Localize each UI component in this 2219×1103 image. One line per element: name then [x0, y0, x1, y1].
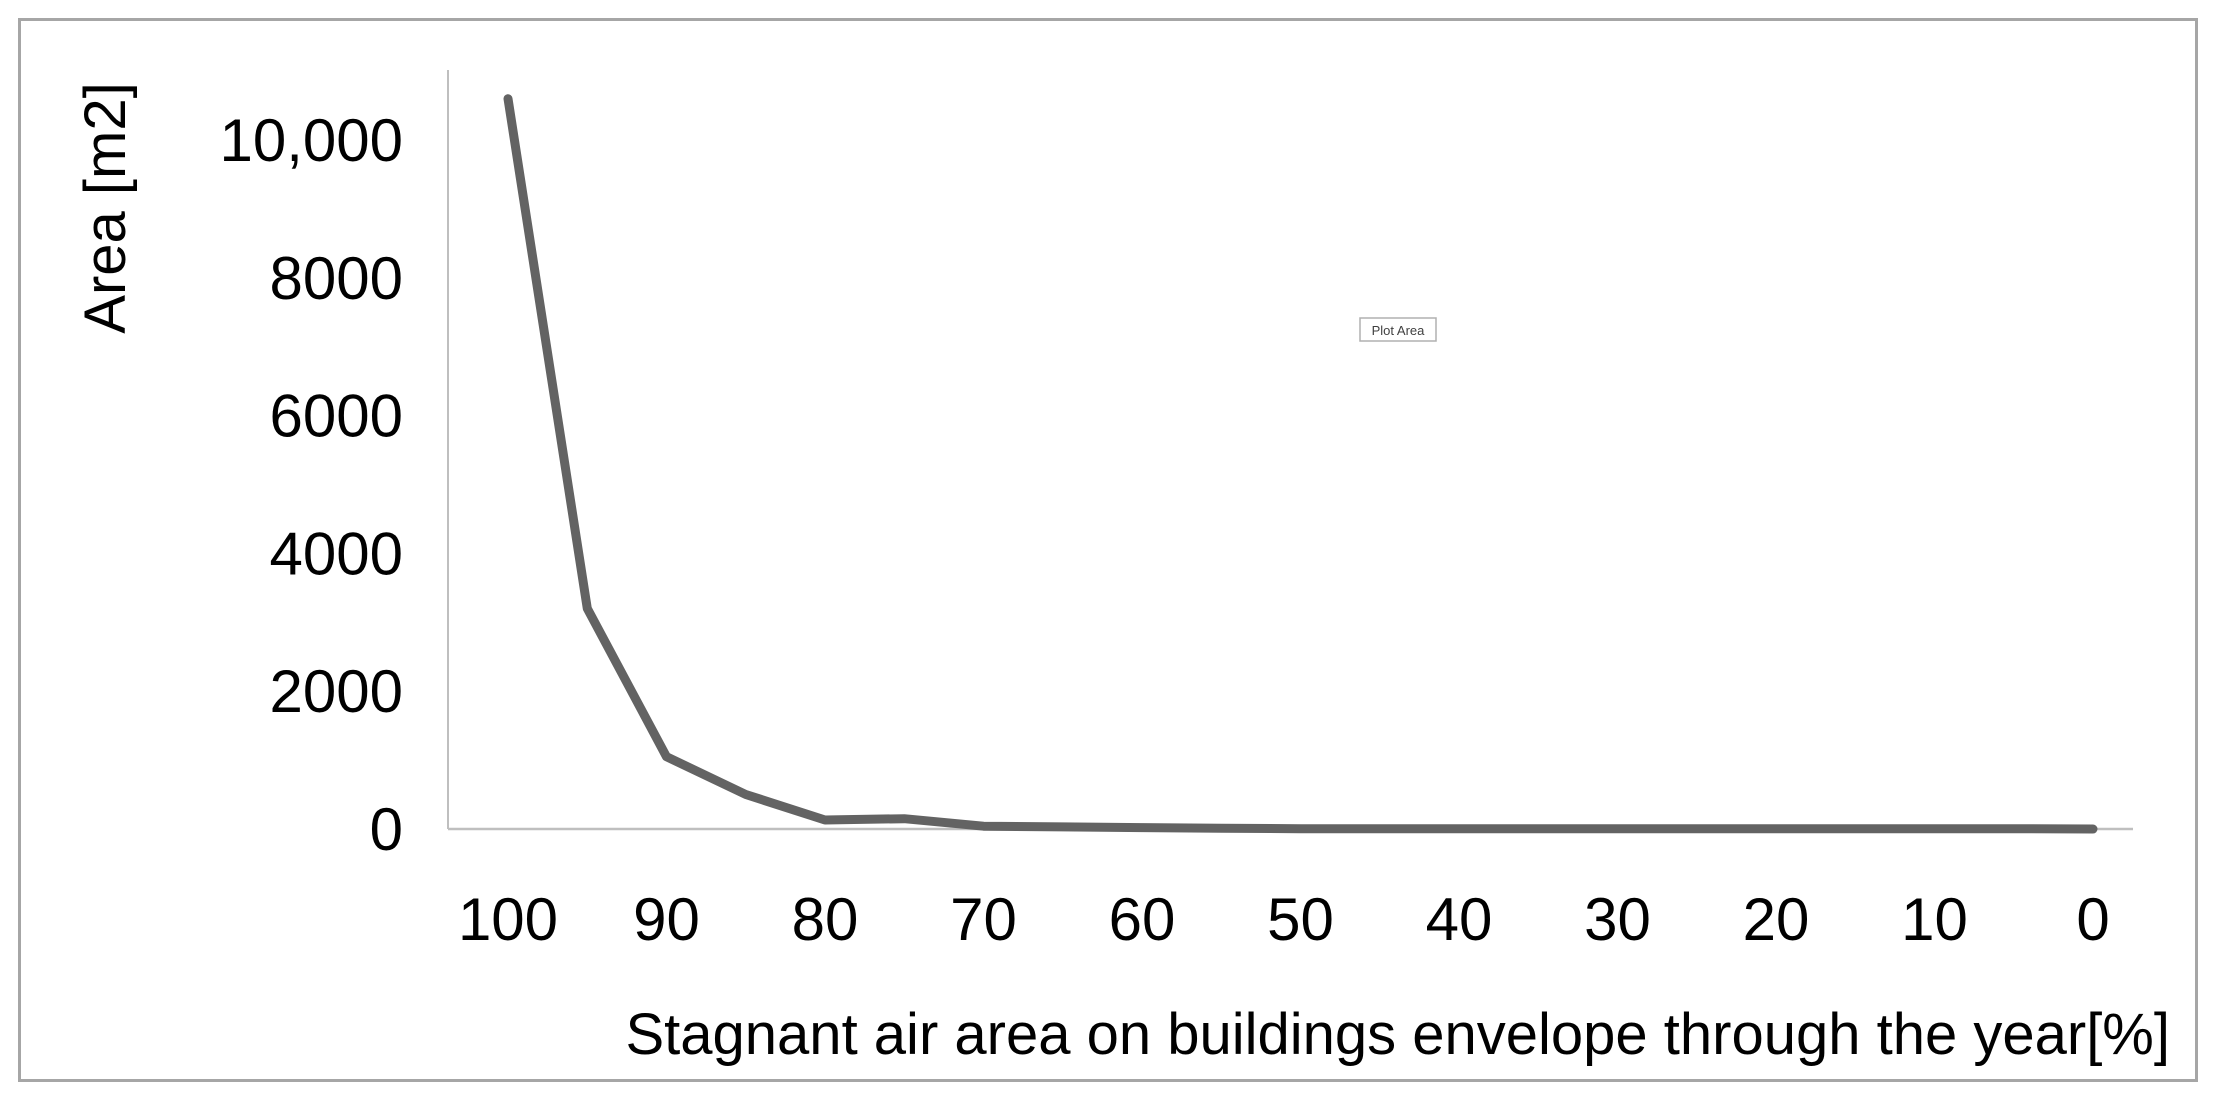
y-tick-label: 0 [370, 796, 403, 863]
x-tick-label: 40 [1426, 886, 1493, 953]
y-tick-label: 10,000 [219, 107, 403, 174]
x-tick-label: 30 [1584, 886, 1651, 953]
series-line [503, 94, 2098, 834]
x-tick-label: 50 [1267, 886, 1334, 953]
y-tick-label: 2000 [270, 658, 403, 725]
plot-area-tag: Plot Area [1359, 317, 1437, 342]
y-tick-label: 6000 [270, 383, 403, 450]
plot-area-tag-label: Plot Area [1372, 323, 1426, 338]
x-tick-label: 70 [950, 886, 1017, 953]
x-tick-label: 20 [1743, 886, 1810, 953]
x-tick-label: 90 [633, 886, 700, 953]
x-axis-title: Stagnant air area on buildings envelope … [625, 1002, 2170, 1067]
y-axis-title: Area [m2] [73, 82, 138, 333]
x-axis: 100 90 80 70 60 50 40 30 20 10 0 [448, 827, 2133, 953]
x-tick-label: 0 [2076, 886, 2109, 953]
chart-frame [18, 18, 2198, 1082]
x-tick-label: 60 [1109, 886, 1176, 953]
series-group [503, 94, 2098, 834]
y-axis: 0 2000 4000 6000 8000 10,000 [219, 70, 449, 863]
y-tick-label: 8000 [270, 245, 403, 312]
x-tick-label: 100 [458, 886, 558, 953]
x-tick-label: 10 [1901, 886, 1968, 953]
y-tick-label: 4000 [270, 520, 403, 587]
x-tick-label: 80 [792, 886, 859, 953]
